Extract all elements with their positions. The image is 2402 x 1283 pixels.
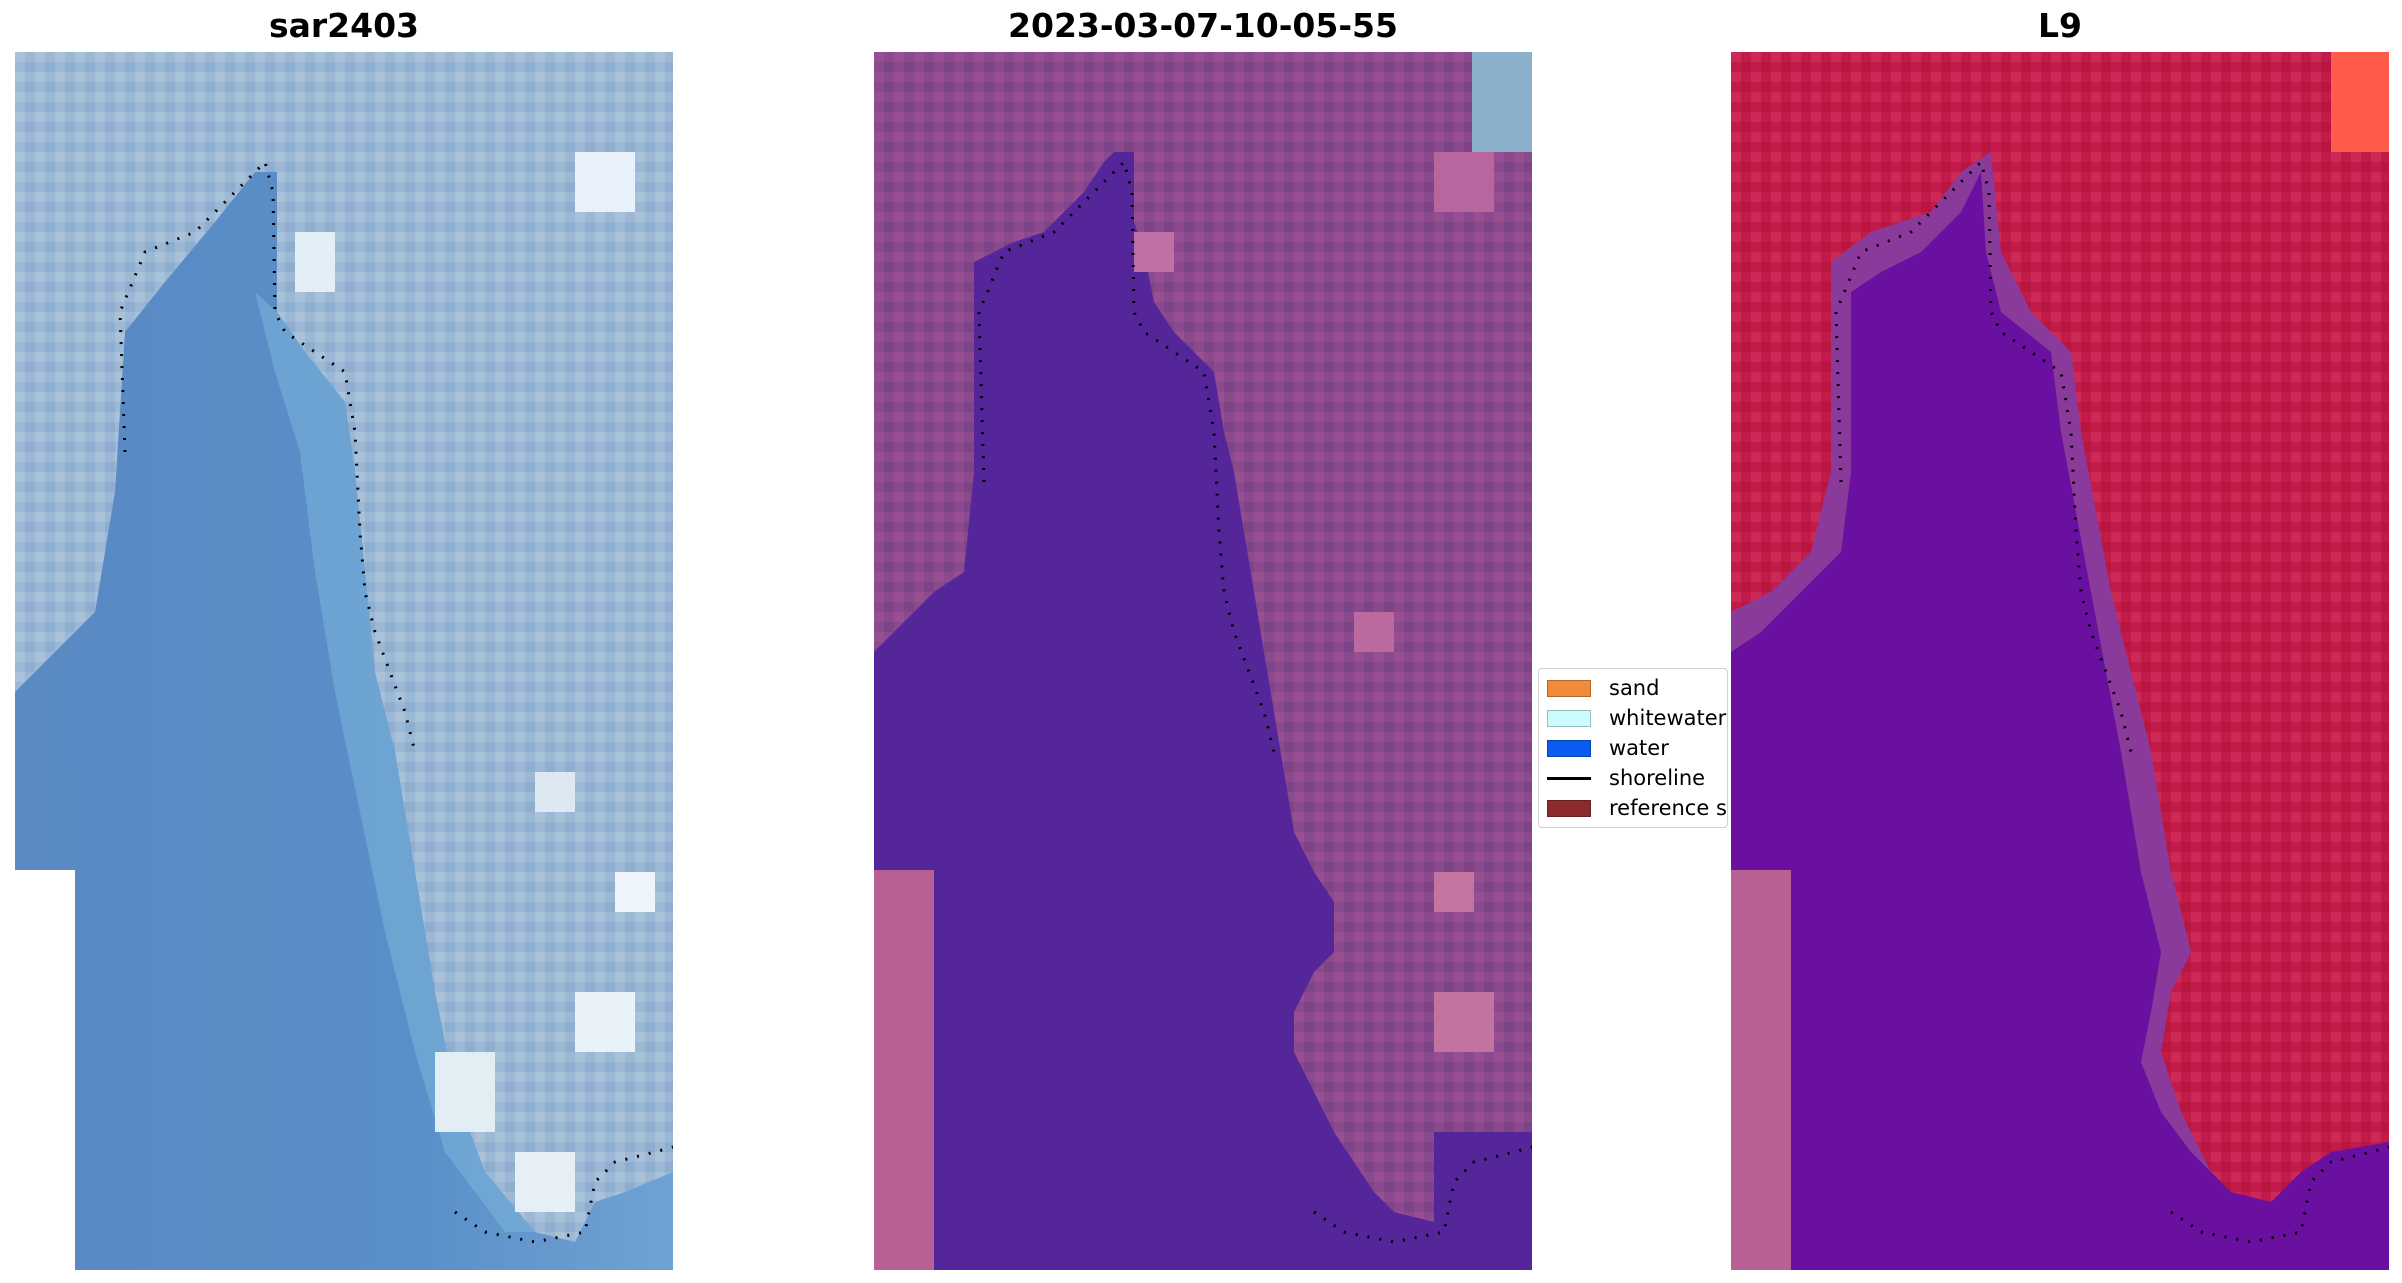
legend-swatch-sand bbox=[1547, 679, 1591, 697]
legend-item-reference-shoreline: reference shoreline bbox=[1547, 795, 1727, 821]
legend-label-shoreline: shoreline bbox=[1609, 766, 1706, 790]
index-image-panel bbox=[1731, 52, 2389, 1270]
classified-image bbox=[874, 52, 1532, 1270]
legend-item-sand: sand bbox=[1547, 675, 1659, 701]
index-image bbox=[1731, 52, 2389, 1270]
panel-title-index: L9 bbox=[2038, 6, 2082, 45]
legend-swatch-water bbox=[1547, 739, 1591, 757]
legend-item-shoreline: shoreline bbox=[1547, 765, 1705, 791]
map-legend: sand whitewater water shoreline referenc… bbox=[1538, 668, 1728, 828]
legend-label-sand: sand bbox=[1609, 676, 1660, 700]
legend-label-reference-shoreline: reference shoreline bbox=[1609, 796, 1727, 820]
rgb-image-panel bbox=[15, 52, 673, 1270]
legend-swatch-whitewater bbox=[1547, 709, 1591, 727]
legend-item-whitewater: whitewater bbox=[1547, 705, 1726, 731]
legend-item-water: water bbox=[1547, 735, 1669, 761]
legend-label-whitewater: whitewater bbox=[1609, 706, 1727, 730]
rgb-image bbox=[15, 52, 673, 1270]
legend-label-water: water bbox=[1609, 736, 1669, 760]
classified-image-panel bbox=[874, 52, 1532, 1270]
panel-title-classified: 2023-03-07-10-05-55 bbox=[1008, 6, 1398, 45]
panel-title-rgb: sar2403 bbox=[268, 6, 420, 45]
legend-line-shoreline bbox=[1547, 776, 1591, 780]
legend-swatch-reference-shoreline bbox=[1547, 799, 1591, 817]
